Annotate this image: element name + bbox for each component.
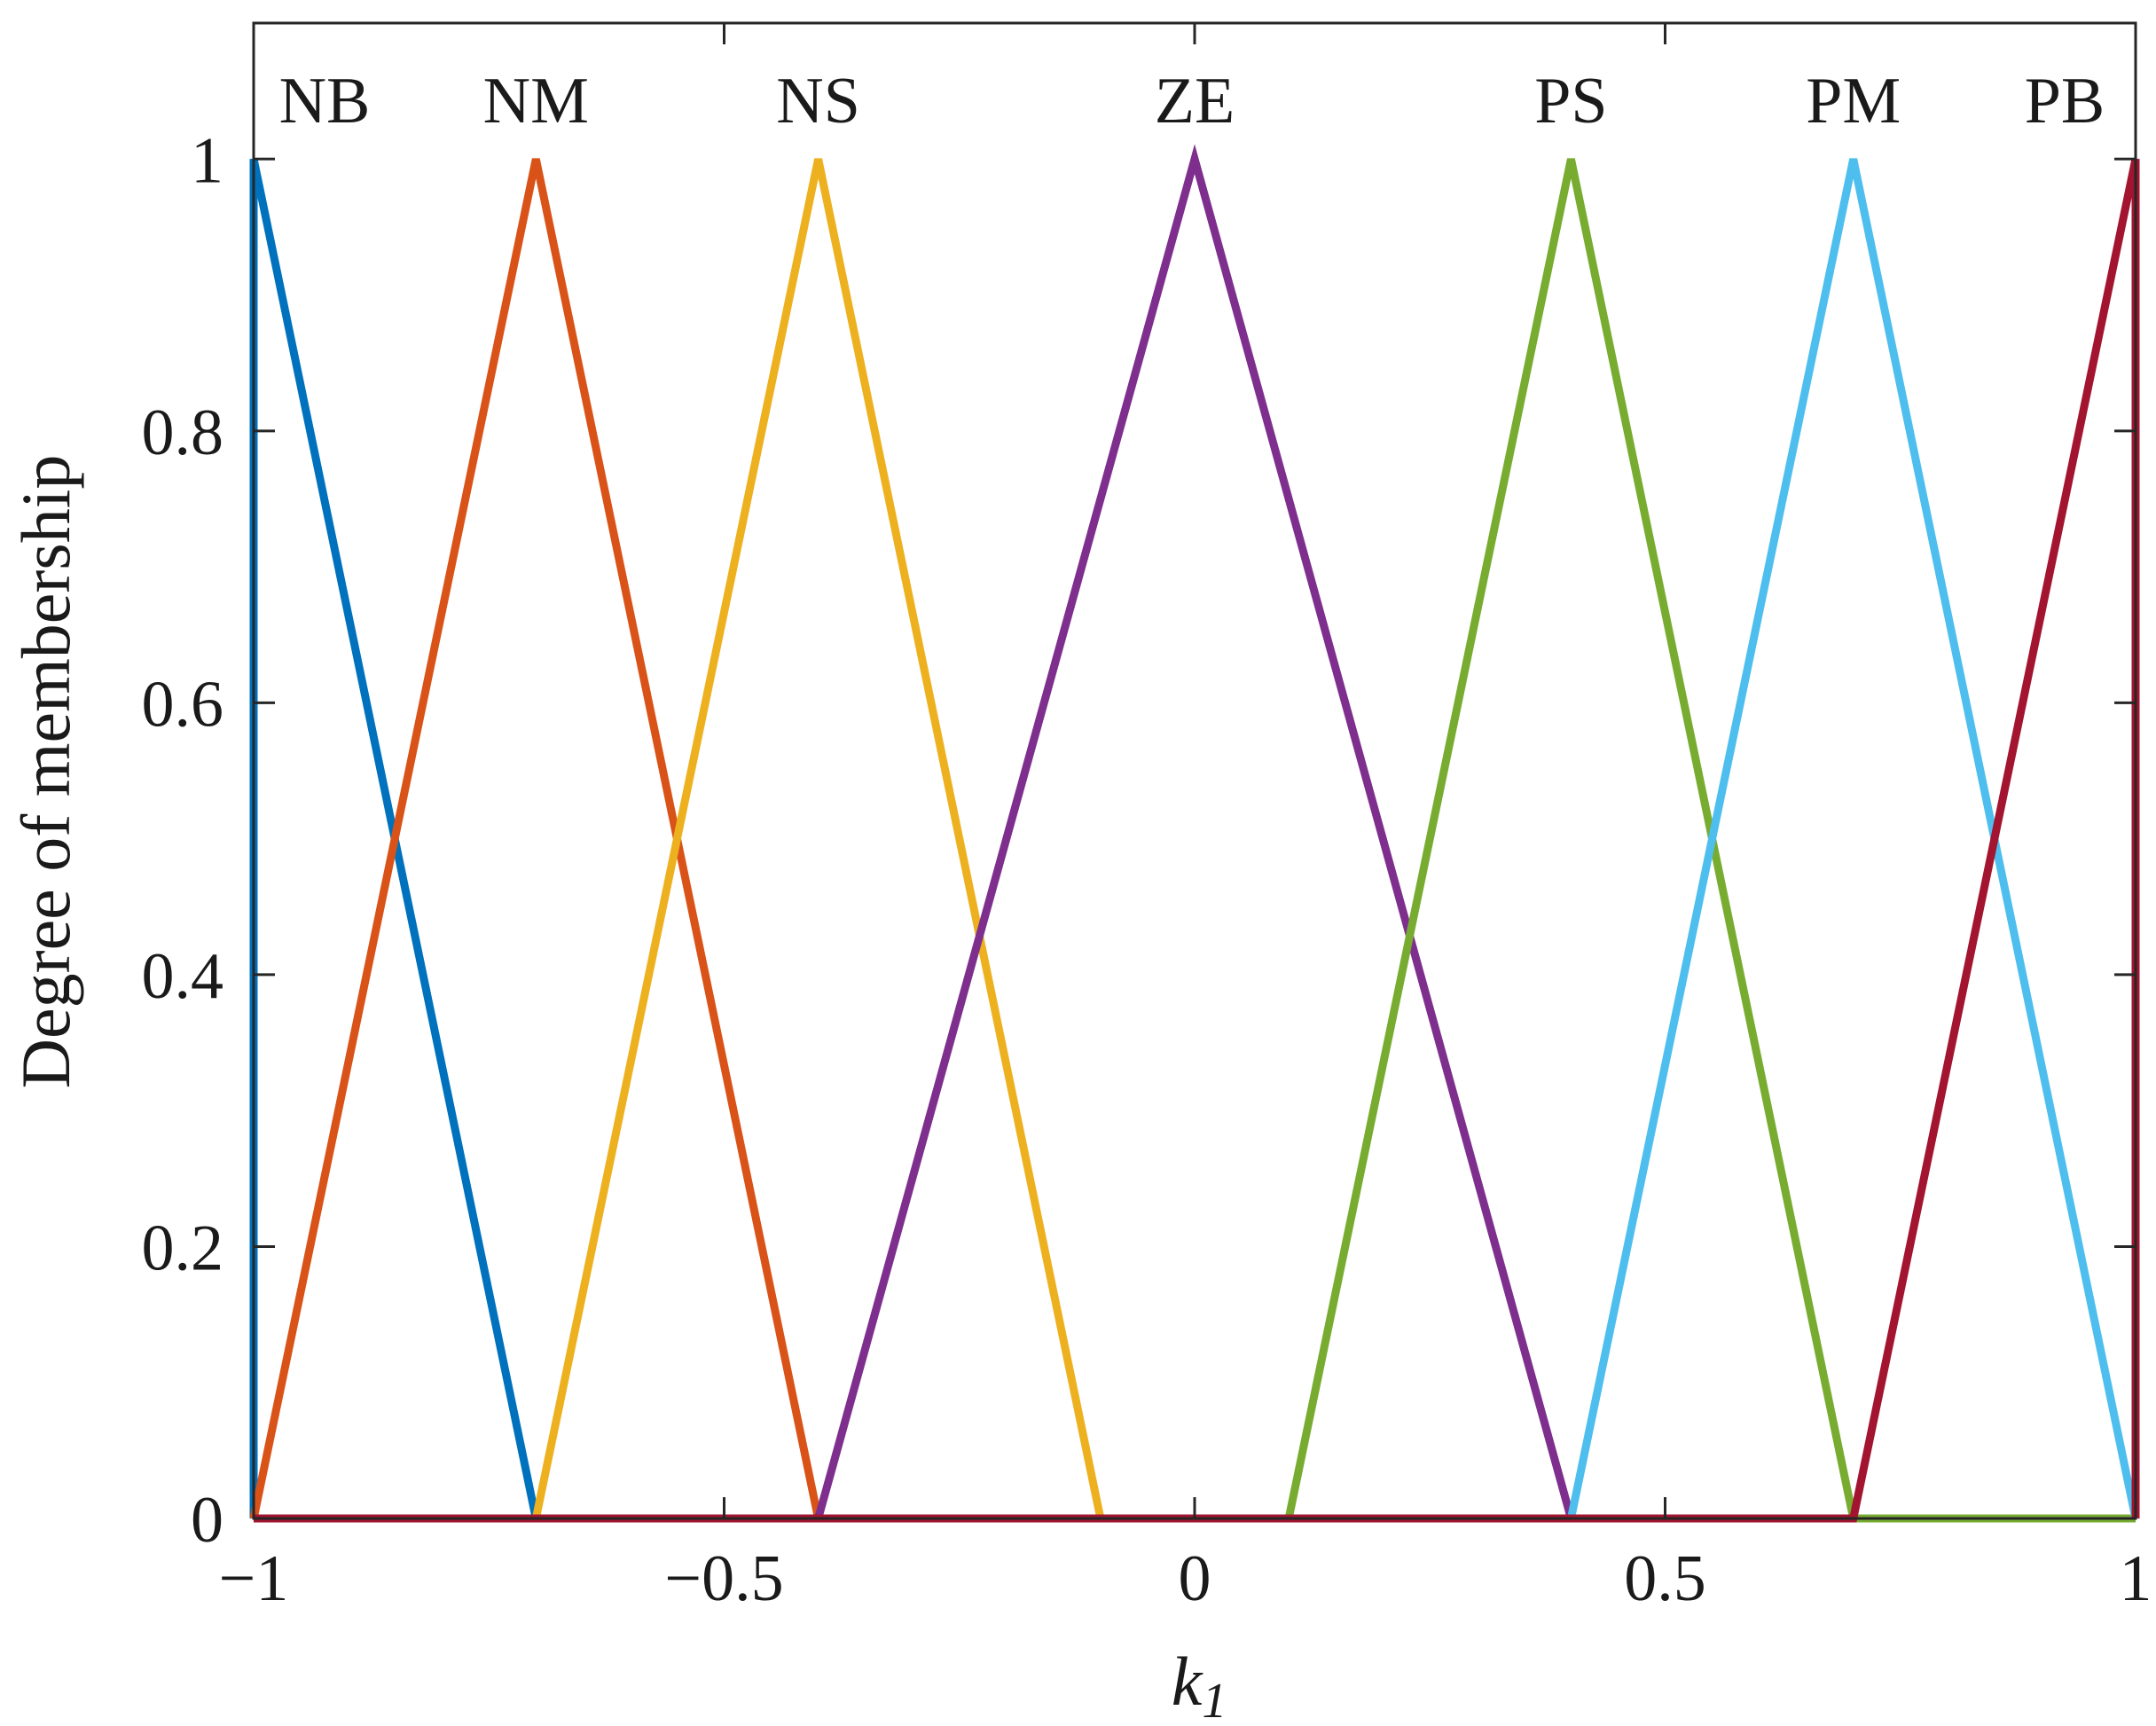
y-axis-title: Degree of membership xyxy=(7,455,84,1089)
x-axis-title-main: k xyxy=(1172,1643,1203,1720)
x-tick-label: 0 xyxy=(1179,1542,1211,1615)
x-axis-title: k1 xyxy=(1172,1643,1227,1726)
x-tick-label: −0.5 xyxy=(664,1542,783,1615)
axis-ticks: −1 −0.5 0 0.5 1 0 0.2 0.4 0.6 0.8 1 xyxy=(142,23,2152,1615)
y-tick-label: 0.4 xyxy=(142,940,224,1013)
x-tick-label: −1 xyxy=(219,1542,289,1615)
mf-label-nb: NB xyxy=(279,65,371,137)
mf-label-pm: PM xyxy=(1806,65,1901,137)
mf-label-ps: PS xyxy=(1534,65,1607,137)
x-tick-label: 1 xyxy=(2120,1542,2152,1615)
y-tick-label: 0.2 xyxy=(142,1212,224,1284)
y-tick-label: 0 xyxy=(191,1484,223,1557)
mf-label-nm: NM xyxy=(483,65,589,137)
y-tick-label: 0.8 xyxy=(142,396,224,469)
x-tick-label: 0.5 xyxy=(1624,1542,1706,1615)
mf-label-ns: NS xyxy=(776,65,860,137)
mf-label-ze: ZE xyxy=(1155,65,1235,137)
mf-label-pb: PB xyxy=(2025,65,2105,137)
plot-background xyxy=(254,23,2136,1518)
y-tick-label: 0.6 xyxy=(142,668,224,741)
membership-labels: NB NM NS ZE PS PM PB xyxy=(279,65,2105,137)
y-tick-label: 1 xyxy=(191,124,223,197)
x-axis-title-subscript: 1 xyxy=(1202,1674,1227,1726)
plot-area xyxy=(254,23,2136,1518)
